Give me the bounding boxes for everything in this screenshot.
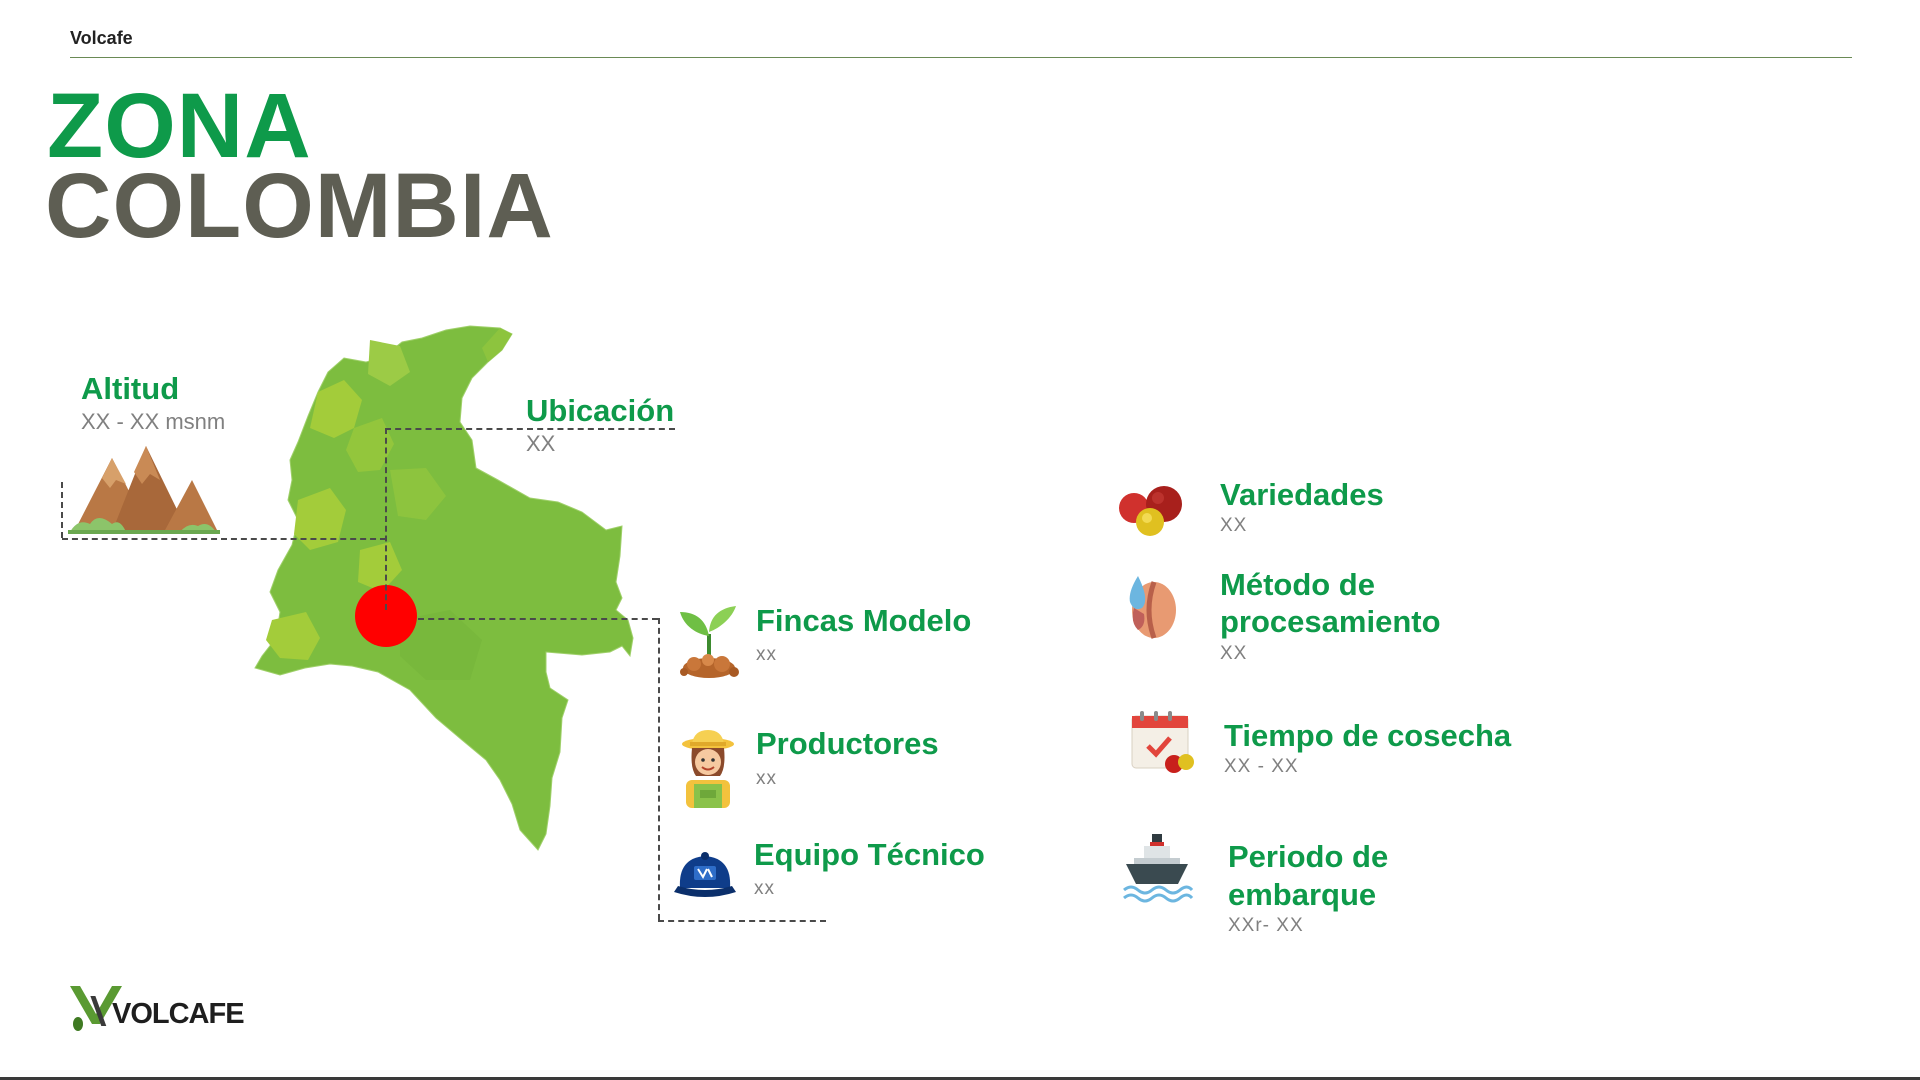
coffee-cherries-icon (1119, 486, 1182, 536)
equipo-label: Equipo Técnico (754, 837, 985, 872)
ship-icon (1123, 834, 1194, 903)
variedades-value: XX (1220, 515, 1248, 536)
leader-line-stats-bottom (658, 920, 826, 922)
cap-icon (674, 852, 736, 897)
volcafe-logo-text: VOLCAFE (112, 998, 245, 1030)
volcafe-logo: VOLCAFE (68, 982, 268, 1034)
calendar-check-icon (1131, 711, 1194, 773)
mountains-icon (68, 446, 220, 534)
fincas-label: Fincas Modelo (756, 603, 972, 638)
altitud-value: XX - XX msnm (81, 409, 226, 434)
variedades-label: Variedades (1220, 477, 1384, 512)
leader-line-stats (418, 618, 658, 620)
periodo-label-line1: Periodo de (1228, 839, 1389, 874)
bottom-border (0, 1077, 1920, 1080)
page-title-country: COLOMBIA (45, 155, 554, 257)
leader-line-ubicacion (385, 428, 675, 430)
page-title-zona: ZONA (47, 75, 312, 177)
tiempo-value: XX - XX (1224, 756, 1299, 777)
colombia-map (254, 325, 634, 851)
fincas-value: xx (756, 644, 777, 665)
coffee-bean-water-icon (1129, 576, 1176, 639)
periodo-value: XXr- XX (1228, 915, 1304, 936)
farmer-icon (682, 730, 734, 808)
sprout-icon (680, 606, 739, 678)
ubicacion-label: Ubicación (526, 393, 675, 428)
location-marker (355, 585, 417, 647)
productores-label: Productores (756, 726, 939, 761)
volcafe-logo-mark (70, 986, 122, 1031)
leader-line-altitud-vert (61, 482, 63, 538)
tiempo-label: Tiempo de cosecha (1224, 718, 1512, 753)
header-brand: Volcafe (70, 28, 133, 48)
leader-line-stats-vert (658, 618, 660, 920)
altitud-label: Altitud (81, 371, 180, 406)
leader-line-ubicacion-vert (385, 428, 387, 610)
equipo-value: xx (754, 878, 775, 899)
productores-value: xx (756, 768, 777, 789)
leader-line-altitud (62, 538, 386, 540)
metodo-label-line1: Método de (1220, 567, 1375, 602)
metodo-value: XX (1220, 643, 1248, 664)
header-divider (70, 57, 1852, 58)
ubicacion-value: XX (526, 431, 556, 456)
periodo-label-line2: embarque (1228, 877, 1377, 912)
metodo-label-line2: procesamiento (1220, 604, 1441, 639)
